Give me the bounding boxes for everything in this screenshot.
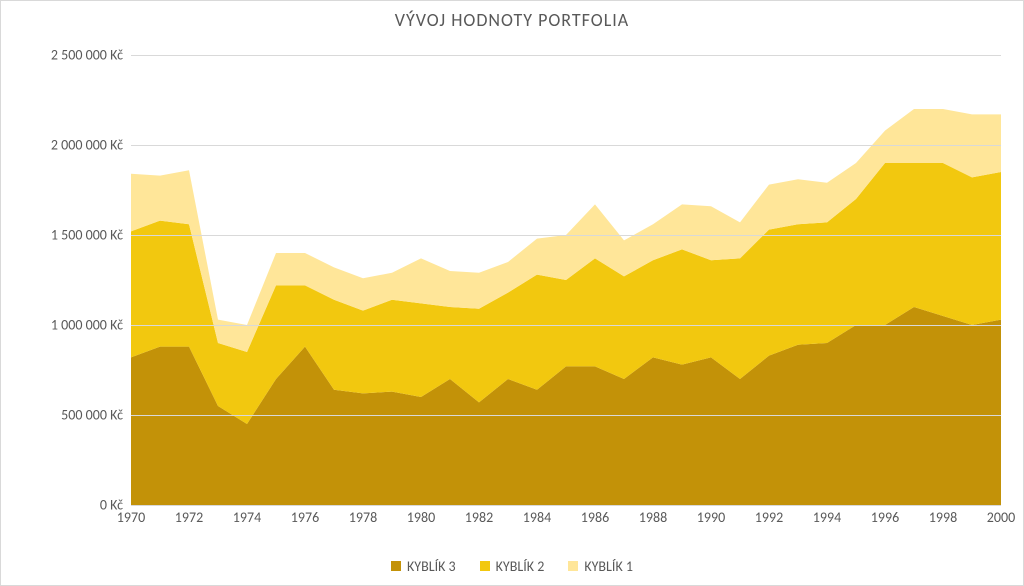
x-tick-label: 1978	[349, 509, 377, 526]
x-tick-label: 2000	[987, 509, 1015, 526]
x-tick-label: 1982	[465, 509, 493, 526]
x-tick-label: 1998	[929, 509, 957, 526]
y-tick-label: 2 000 000 Kč	[13, 137, 123, 154]
chart-title: VÝVOJ HODNOTY PORTFOLIA	[1, 9, 1023, 31]
x-tick-label: 1974	[233, 509, 261, 526]
y-tick-label: 1 500 000 Kč	[13, 227, 123, 244]
y-tick-label: 500 000 Kč	[13, 407, 123, 424]
x-tick-label: 1988	[639, 509, 667, 526]
x-tick-label: 1976	[291, 509, 319, 526]
legend-swatch	[391, 561, 401, 571]
grid-line	[131, 415, 1001, 416]
x-tick-label: 1980	[407, 509, 435, 526]
legend-item: KYBLÍK 3	[391, 558, 456, 575]
legend-item: KYBLÍK 1	[568, 558, 633, 575]
grid-line	[131, 235, 1001, 236]
y-tick-label: 2 500 000 Kč	[13, 47, 123, 64]
x-tick-label: 1994	[813, 509, 841, 526]
legend-item: KYBLÍK 2	[480, 558, 545, 575]
legend-label: KYBLÍK 1	[584, 558, 633, 575]
grid-line	[131, 505, 1001, 506]
legend-label: KYBLÍK 2	[496, 558, 545, 575]
x-tick-label: 1984	[523, 509, 551, 526]
legend-swatch	[568, 561, 578, 571]
plot-area	[131, 55, 1001, 505]
grid-line	[131, 325, 1001, 326]
x-tick-label: 1970	[117, 509, 145, 526]
x-tick-label: 1992	[755, 509, 783, 526]
y-tick-label: 0 Kč	[13, 497, 123, 514]
legend: KYBLÍK 3 KYBLÍK 2 KYBLÍK 1	[1, 558, 1023, 576]
grid-line	[131, 145, 1001, 146]
chart-container: VÝVOJ HODNOTY PORTFOLIA KYBLÍK 3 KYBLÍK 2…	[0, 0, 1024, 586]
legend-swatch	[480, 561, 490, 571]
legend-label: KYBLÍK 3	[407, 558, 456, 575]
x-tick-label: 1990	[697, 509, 725, 526]
x-tick-label: 1972	[175, 509, 203, 526]
x-tick-label: 1996	[871, 509, 899, 526]
area-svg	[131, 55, 1001, 505]
grid-line	[131, 55, 1001, 56]
x-tick-label: 1986	[581, 509, 609, 526]
y-tick-label: 1 000 000 Kč	[13, 317, 123, 334]
